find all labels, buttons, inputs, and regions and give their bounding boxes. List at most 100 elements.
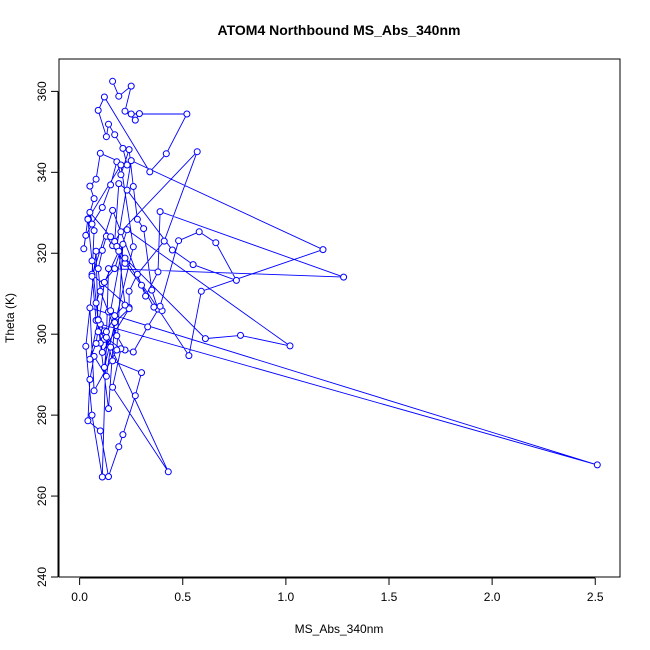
data-point [119, 431, 127, 439]
x-axis-label: MS_Abs_340nm [295, 622, 384, 636]
y-tick-label: 300 [35, 324, 49, 344]
data-point [107, 343, 115, 351]
data-point [133, 215, 141, 223]
data-point [142, 292, 150, 300]
data-point [88, 220, 96, 228]
data-point [115, 443, 123, 451]
data-point [125, 287, 133, 295]
data-point [319, 246, 327, 254]
data-point [82, 231, 90, 239]
x-tick-label: 1.0 [278, 590, 295, 604]
plot-frame [58, 58, 621, 578]
data-point [111, 312, 119, 320]
data-point [129, 348, 137, 356]
data-point [160, 237, 168, 245]
data-point [115, 180, 123, 188]
data-point [94, 328, 102, 336]
data-point [127, 157, 135, 165]
y-tick-label: 340 [35, 162, 49, 182]
data-point [86, 376, 94, 383]
data-point [117, 161, 125, 169]
data-point [96, 427, 104, 435]
data-point [156, 302, 164, 310]
data-point [100, 93, 108, 101]
data-point [86, 208, 94, 216]
data-point [105, 265, 112, 273]
x-axis: 0.0 0.5 1.0 1.5 2.0 2.5 [71, 577, 604, 604]
data-point [129, 243, 137, 251]
data-point [150, 303, 158, 311]
data-point [111, 131, 119, 139]
data-point [88, 411, 96, 419]
data-point [92, 247, 100, 255]
data-point [86, 304, 94, 312]
data-point [113, 332, 121, 340]
series-layer [80, 77, 601, 481]
data-point [96, 287, 104, 295]
data-point [138, 281, 145, 289]
data-point [86, 182, 94, 190]
data-point [84, 417, 92, 425]
data-point [86, 355, 94, 363]
x-tick-label: 0.0 [71, 590, 88, 604]
data-point [138, 369, 145, 377]
x-tick-label: 1.5 [381, 590, 398, 604]
data-point [133, 270, 141, 278]
data-point [121, 107, 129, 115]
data-point [148, 286, 156, 294]
data-point [96, 149, 104, 157]
x-tick-label: 2.5 [587, 590, 604, 604]
data-point [212, 239, 220, 247]
data-point [193, 148, 201, 156]
series-line [83, 81, 598, 479]
data-point [146, 168, 154, 176]
data-point [100, 363, 108, 371]
data-point [105, 405, 112, 413]
data-point [168, 246, 176, 254]
data-point [107, 181, 115, 189]
data-point [107, 307, 115, 315]
data-point [98, 246, 106, 254]
data-point [90, 195, 98, 203]
data-point [154, 268, 162, 276]
data-point [94, 316, 102, 324]
data-point [237, 331, 244, 339]
data-point [127, 82, 135, 90]
data-point [111, 319, 119, 326]
data-point [111, 265, 119, 273]
data-point [140, 225, 148, 233]
data-point [105, 120, 112, 128]
data-point [127, 110, 135, 118]
data-point [123, 186, 131, 194]
data-point [286, 342, 294, 350]
data-point [109, 357, 117, 365]
data-point [109, 206, 117, 214]
data-point [125, 146, 133, 154]
data-point [183, 110, 191, 118]
data-point [197, 287, 205, 295]
data-point [119, 240, 127, 248]
data-point [131, 116, 139, 124]
data-point [189, 261, 197, 269]
data-point [162, 150, 170, 158]
data-point [98, 348, 106, 356]
data-point [113, 346, 121, 354]
data-point [80, 245, 88, 253]
data-point [84, 215, 92, 223]
data-point [88, 257, 96, 265]
data-point [109, 383, 117, 391]
data-point [115, 247, 123, 255]
data-point [82, 342, 90, 350]
data-point [98, 473, 106, 481]
data-point [121, 301, 129, 309]
y-tick-label: 240 [35, 567, 49, 587]
data-point [123, 226, 131, 234]
data-point [232, 276, 240, 284]
y-axis: 240 260 280 300 320 340 360 [35, 81, 59, 587]
x-tick-label: 2.0 [484, 590, 501, 604]
data-point [201, 335, 209, 343]
data-point [88, 272, 96, 280]
chart-title: ATOM4 Northbound MS_Abs_340nm [218, 22, 461, 38]
y-axis-label: Theta (K) [3, 293, 17, 343]
data-point [102, 372, 110, 380]
